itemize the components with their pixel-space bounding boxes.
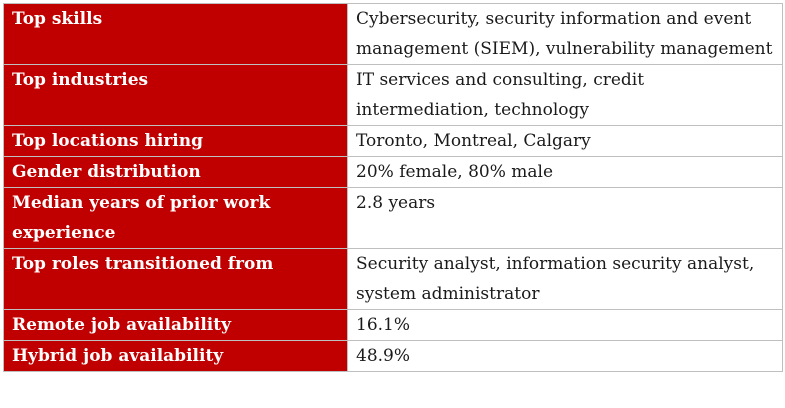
- row-value: 20% female, 80% male: [347, 156, 783, 188]
- row-label: Top skills: [3, 3, 348, 65]
- row-value: Cybersecurity, security information and …: [347, 3, 783, 65]
- row-label: Remote job availability: [3, 309, 348, 341]
- table-row: Top skills Cybersecurity, security infor…: [3, 3, 783, 65]
- row-label: Top roles transitioned from: [3, 248, 348, 310]
- row-value: 48.9%: [347, 340, 783, 372]
- job-profile-table: Top skills Cybersecurity, security infor…: [3, 3, 783, 372]
- table-row: Top roles transitioned from Security ana…: [3, 248, 783, 310]
- table-row: Hybrid job availability 48.9%: [3, 340, 783, 372]
- row-value: 16.1%: [347, 309, 783, 341]
- table-row: Gender distribution 20% female, 80% male: [3, 156, 783, 188]
- row-value: 2.8 years: [347, 187, 783, 249]
- row-label: Median years of prior work experience: [3, 187, 348, 249]
- table-row: Top locations hiring Toronto, Montreal, …: [3, 125, 783, 157]
- row-value: Toronto, Montreal, Calgary: [347, 125, 783, 157]
- table-row: Remote job availability 16.1%: [3, 309, 783, 341]
- row-label: Gender distribution: [3, 156, 348, 188]
- table-row: Median years of prior work experience 2.…: [3, 187, 783, 249]
- table-row: Top industries IT services and consultin…: [3, 64, 783, 126]
- row-label: Top industries: [3, 64, 348, 126]
- row-label: Hybrid job availability: [3, 340, 348, 372]
- row-label: Top locations hiring: [3, 125, 348, 157]
- row-value: IT services and consulting, credit inter…: [347, 64, 783, 126]
- row-value: Security analyst, information security a…: [347, 248, 783, 310]
